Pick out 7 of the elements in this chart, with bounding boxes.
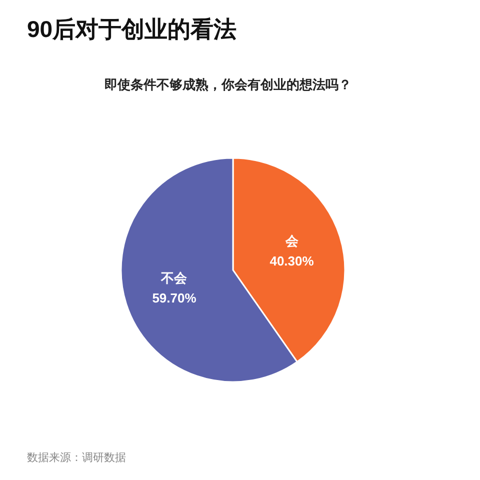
- slice-label: 会: [284, 234, 300, 249]
- slice-label: 不会: [160, 270, 188, 286]
- chart-title: 90后对于创业的看法: [27, 16, 237, 42]
- data-label: 40.30%: [270, 254, 314, 269]
- data-label: 59.70%: [152, 290, 197, 306]
- source-note: 数据来源：调研数据: [27, 451, 126, 464]
- chart-subtitle: 即使条件不够成熟，你会有创业的想法吗？: [104, 77, 352, 92]
